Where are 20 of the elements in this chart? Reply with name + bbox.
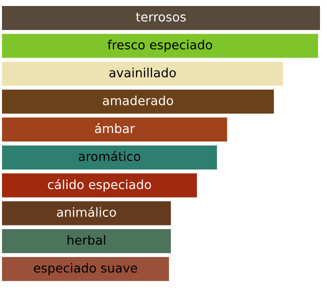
y-tick-label: amaderado — [102, 96, 174, 106]
bar — [2, 173, 197, 198]
y-tick-label: terrosos — [136, 12, 186, 22]
bar — [2, 145, 217, 170]
y-tick-label: aromático — [78, 150, 140, 162]
y-tick-label: cálido especiado — [48, 179, 152, 192]
y-tick-label: especiado suave — [34, 263, 138, 276]
bar — [2, 90, 274, 114]
bar — [2, 34, 318, 58]
bar — [2, 118, 228, 142]
y-tick-label: herbal — [68, 235, 106, 245]
y-tick-label: fresco especiado — [108, 40, 212, 52]
y-tick-label: animálico — [57, 206, 116, 217]
bar — [2, 62, 284, 86]
bar — [2, 229, 171, 254]
bar — [2, 201, 171, 226]
y-tick-label: avainillado — [109, 68, 176, 78]
bar — [2, 6, 320, 30]
y-tick-label: ámbar — [95, 123, 135, 134]
bar — [2, 257, 169, 282]
